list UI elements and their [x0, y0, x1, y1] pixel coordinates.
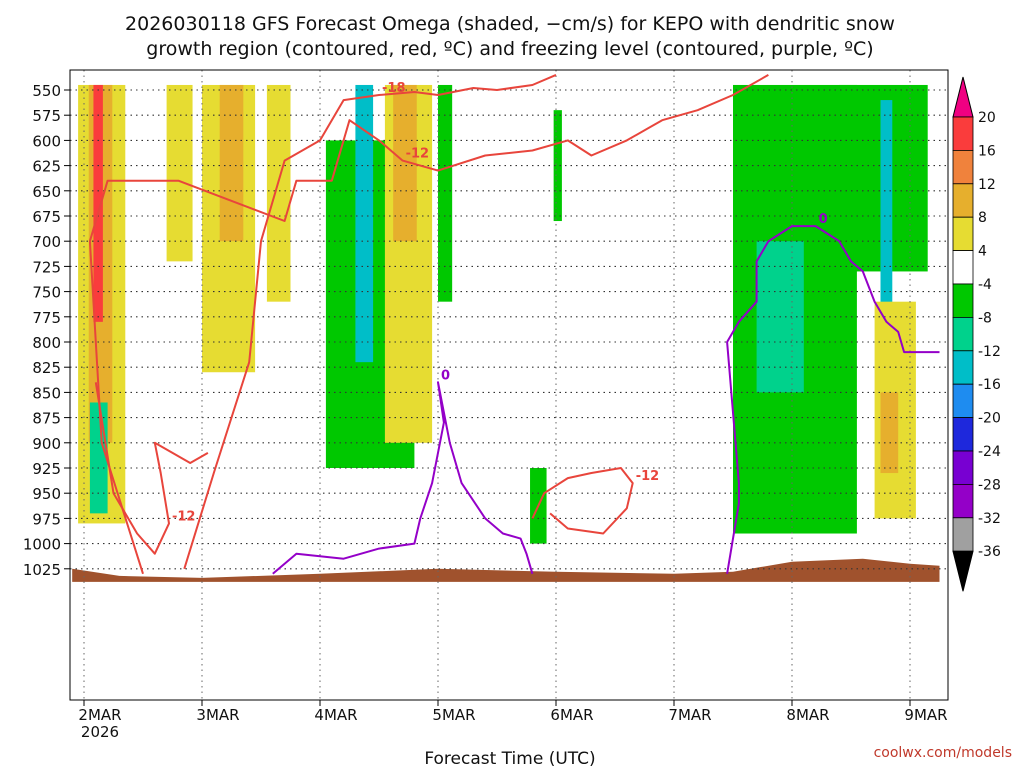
omega-region-lift-9mar-core — [880, 100, 893, 363]
colorbar-label--12: -12 — [978, 344, 1001, 360]
colorbar-label-8: 8 — [978, 210, 987, 226]
y-tick-label-625: 625 — [32, 158, 61, 176]
colorbar-swatch-8 — [952, 183, 974, 218]
plot-area: -12 -18 -12 -12 0 0 — [70, 70, 948, 700]
colorbar-swatch--36 — [952, 517, 974, 552]
contour-label-red-18-upper: -18 — [382, 81, 406, 96]
colorbar-swatch--32 — [952, 483, 974, 519]
x-tick-label-6MAR: 6MAR — [550, 706, 593, 724]
colorbar-label--16: -16 — [978, 377, 1001, 393]
colorbar-swatch--8 — [952, 283, 974, 318]
contour-purple-0-4mar — [272, 381, 534, 575]
x-tick-label-9MAR: 9MAR — [904, 706, 947, 724]
y-tick-label-975: 975 — [32, 510, 61, 528]
y-tick-label-700: 700 — [32, 233, 61, 251]
x-tick-label-2MAR: 2MAR — [78, 706, 121, 724]
omega-region-lift-5mar — [438, 84, 453, 302]
y-tick-label-575: 575 — [32, 107, 61, 125]
colorbar-under-arrow — [952, 550, 974, 592]
contour-label-red-12-upper: -12 — [406, 147, 430, 162]
grid — [70, 70, 948, 700]
omega-region-warm-3mar-c — [266, 84, 291, 302]
x-tick-label-7MAR: 7MAR — [668, 706, 711, 724]
chart-title-line2: growth region (contoured, red, ºC) and f… — [146, 38, 873, 60]
omega-region-warm-3mar-core — [219, 84, 244, 242]
y-tick-label-725: 725 — [32, 258, 61, 276]
y-tick-label-825: 825 — [32, 359, 61, 377]
colorbar-label--28: -28 — [978, 477, 1001, 493]
y-tick-label-1000: 1000 — [23, 536, 61, 554]
y-tick-label-675: 675 — [32, 208, 61, 226]
chart-title-line1: 2026030118 GFS Forecast Omega (shaded, −… — [125, 13, 895, 35]
colorbar-label--24: -24 — [978, 444, 1001, 460]
omega-shading — [78, 84, 928, 544]
colorbar-swatch--16 — [952, 350, 974, 385]
colorbar-over-arrow — [952, 76, 974, 118]
plot-frame — [69, 69, 949, 701]
y-axis: 550 575 600 625 650 675 700 725 750 775 800 825 850 8… — [23, 82, 70, 579]
y-tick-label-600: 600 — [32, 132, 61, 150]
contours: -12 -18 -12 -12 0 0 — [88, 73, 940, 575]
colorbar-label-4: 4 — [978, 244, 987, 260]
colorbar-label--4: -4 — [978, 277, 992, 293]
credit-text: coolwx.com/models — [874, 745, 1012, 761]
omega-region-warm-3mar-a — [166, 84, 193, 262]
ground-polygon — [72, 558, 940, 582]
y-tick-label-875: 875 — [32, 410, 61, 428]
colorbar-label--36: -36 — [978, 544, 1001, 560]
contour-red-12-lower — [94, 382, 209, 555]
contour-label-red-12-6mar: -12 — [636, 469, 660, 484]
omega-region-lift-2mar-low — [89, 402, 108, 514]
colorbar-label-20: 20 — [978, 110, 996, 126]
omega-region-lift-4mar-core — [355, 84, 374, 363]
y-tick-label-950: 950 — [32, 485, 61, 503]
colorbar-label-12: 12 — [978, 177, 996, 193]
x-tick-label-8MAR: 8MAR — [786, 706, 829, 724]
y-tick-label-850: 850 — [32, 384, 61, 402]
colorbar-swatch-12 — [952, 149, 974, 185]
y-tick-label-775: 775 — [32, 309, 61, 327]
omega-region-warm-band-2mar-red — [93, 84, 103, 322]
y-tick-label-750: 750 — [32, 284, 61, 302]
colorbar-swatch-4 — [952, 216, 974, 251]
x-tick-sublabel-2MAR: 2026 — [81, 723, 119, 741]
y-tick-label-900: 900 — [32, 435, 61, 453]
contour-label-purple-0-8mar: 0 — [819, 212, 828, 227]
colorbar-swatch--4 — [952, 250, 974, 285]
y-tick-label-925: 925 — [32, 460, 61, 478]
x-tick-label-4MAR: 4MAR — [314, 706, 357, 724]
colorbar-label-16: 16 — [978, 143, 996, 159]
colorbar-swatch-16 — [952, 116, 974, 151]
omega-region-lift-6mar-upper — [553, 110, 562, 222]
contour-purple-0-8mar — [726, 225, 940, 574]
colorbar-swatch--12 — [952, 316, 974, 352]
omega-region-warm-4mar-core — [393, 84, 417, 242]
y-tick-label-800: 800 — [32, 334, 61, 352]
y-tick-label-1025: 1025 — [23, 561, 61, 579]
contour-label-purple-0-4mar: 0 — [441, 368, 450, 383]
colorbar: 20 16 12 8 4 -4 -8 -12 -16 -20 -24 -28 -32 -36 — [952, 76, 1001, 592]
contour-red-18-upper — [183, 73, 557, 570]
colorbar-swatch--24 — [952, 417, 974, 452]
contour-red-12-6mar — [531, 467, 634, 535]
contour-red-12-upper — [88, 74, 769, 575]
y-tick-label-550: 550 — [32, 82, 61, 100]
x-tick-label-3MAR: 3MAR — [196, 706, 239, 724]
colorbar-label--20: -20 — [978, 411, 1001, 427]
colorbar-label--32: -32 — [978, 511, 1001, 527]
colorbar-swatch--20 — [952, 383, 974, 419]
omega-region-warm-9mar-core — [880, 392, 899, 474]
colorbar-label--8: -8 — [978, 310, 992, 326]
x-tick-label-5MAR: 5MAR — [432, 706, 475, 724]
y-tick-label-650: 650 — [32, 183, 61, 201]
contour-label-red-12-lower: -12 — [172, 509, 196, 524]
colorbar-swatch--28 — [952, 450, 974, 485]
x-axis-label: Forecast Time (UTC) — [424, 749, 595, 768]
ground-terrain — [72, 558, 940, 582]
